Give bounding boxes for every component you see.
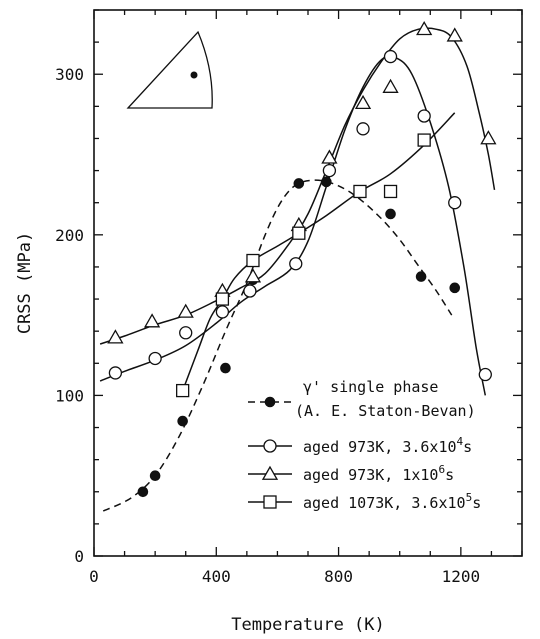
point-aged-973k-3-6e4s [322,163,337,178]
point-aged-1073k-3-6e5s [215,292,230,306]
point-gamma-prime-single-phase [321,176,332,188]
stereographic-triangle-inset [126,30,213,109]
y-tick-label: 300 [55,65,84,84]
point-aged-973k-3-6e4s [289,257,303,271]
triangle-outline [126,30,213,109]
point-aged-973k-3-6e4s [108,366,123,380]
point-aged-1073k-3-6e5s [353,184,367,199]
point-aged-1073k-3-6e5s [176,383,190,398]
point-aged-973k-3-6e4s [243,284,257,298]
legend-marker-aged-1073k-3-6e5s [263,495,277,509]
point-aged-973k-1e6s [416,20,433,36]
orientation-dot [190,71,198,79]
legend-label-aged-973k-1e6s: aged 973K, 1x106s [303,463,454,484]
point-aged-973k-1e6s [480,130,497,145]
point-aged-1073k-3-6e5s [383,184,398,199]
x-tick-label: 800 [324,567,353,586]
curve-gamma-prime-single-phase [102,179,453,512]
legend-label-aged-1073k-3-6e5s: aged 1073K, 3.6x105s [303,491,481,512]
point-gamma-prime-single-phase [137,486,149,498]
axis-ticks: 0 400 800 1200 0 100 200 300 [55,9,523,586]
legend-marker-aged-973k-1e6s [261,465,279,480]
curve-aged-1073k-3-6e5s [181,112,456,391]
point-aged-973k-1e6s [354,94,372,110]
point-aged-973k-3-6e4s [417,109,431,123]
data-curves [99,27,496,512]
point-aged-973k-3-6e4s [148,351,162,366]
y-axis-label: CRSS (MPa) [15,232,35,334]
x-tick-label: 0 [89,567,99,586]
point-gamma-prime-single-phase [177,415,188,427]
point-aged-1073k-3-6e5s [246,253,260,268]
point-aged-973k-1e6s [446,27,463,42]
curve-aged-973k-1e6s [99,27,496,345]
point-aged-973k-1e6s [382,78,399,93]
legend: γ' single phase (A. E. Staton-Bevan) aged … [248,378,481,512]
legend-sublabel-gamma-prime-single-phase: (A. E. Staton-Bevan) [295,402,476,420]
point-gamma-prime-single-phase [293,178,305,189]
point-aged-1073k-3-6e5s [417,133,431,147]
point-aged-973k-3-6e4s [179,326,193,340]
data-points [107,20,497,498]
point-aged-973k-3-6e4s [215,305,230,319]
point-gamma-prime-single-phase [385,208,396,220]
legend-label-gamma-prime-single-phase: γ' single phase [303,378,438,396]
point-aged-973k-3-6e4s [448,196,462,210]
legend-marker-gamma-prime-single-phase [264,396,276,408]
y-tick-label: 200 [55,226,84,245]
point-aged-973k-1e6s [177,303,194,318]
x-axis-label: Temperature (K) [231,615,385,635]
point-aged-973k-1e6s [107,329,124,344]
point-aged-1073k-3-6e5s [292,226,306,240]
point-aged-973k-3-6e4s [383,49,398,64]
point-gamma-prime-single-phase [149,470,161,482]
point-gamma-prime-single-phase [449,282,461,294]
curve-aged-973k-3-6e4s [99,55,487,396]
point-gamma-prime-single-phase [415,271,427,282]
y-tick-label: 100 [55,386,84,405]
x-tick-label: 1200 [442,567,481,586]
point-aged-973k-1e6s [244,268,262,283]
point-aged-973k-3-6e4s [478,367,492,382]
legend-label-aged-973k-3-6e4s: aged 973K, 3.6x104s [303,435,472,456]
point-gamma-prime-single-phase [220,362,231,374]
point-aged-973k-1e6s [321,149,338,164]
point-aged-973k-3-6e4s [356,122,370,136]
point-aged-973k-1e6s [143,313,161,328]
legend-marker-aged-973k-3-6e4s [263,439,277,453]
x-tick-label: 400 [202,567,231,586]
y-tick-label: 0 [74,547,84,566]
